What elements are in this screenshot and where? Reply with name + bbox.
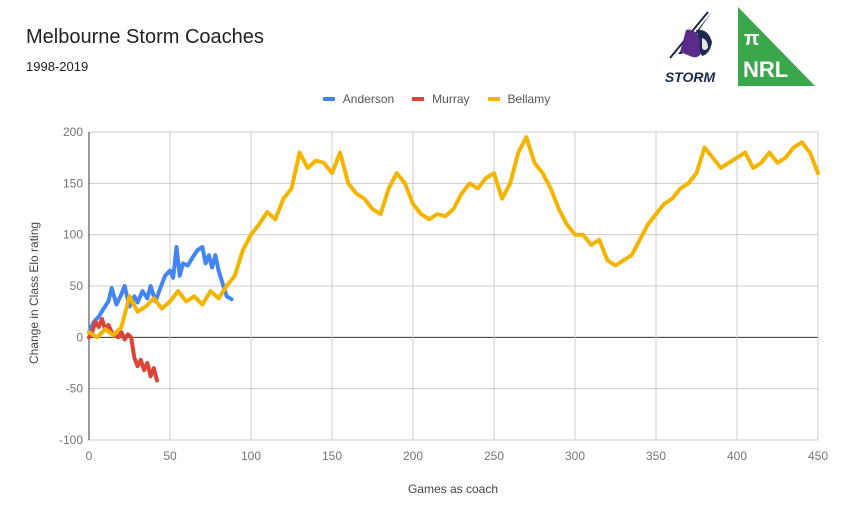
x-tick-label: 300 — [565, 449, 585, 463]
x-axis-title: Games as coach — [408, 482, 498, 496]
y-tick-label: 150 — [63, 176, 83, 190]
data-series — [87, 135, 820, 383]
x-tick-label: 350 — [646, 449, 666, 463]
y-tick-label: 0 — [76, 330, 83, 344]
legend-swatch-icon — [487, 97, 500, 101]
x-tick-label: 250 — [484, 449, 504, 463]
legend-swatch-icon — [322, 97, 335, 101]
gridlines — [88, 131, 819, 441]
x-tick-label: 450 — [808, 449, 828, 463]
legend-label: Bellamy — [507, 92, 551, 106]
series-line-anderson[interactable] — [87, 245, 234, 335]
chart-legend: Anderson Murray Bellamy — [0, 92, 845, 106]
x-tick-label: 50 — [163, 449, 177, 463]
svg-text:π: π — [744, 28, 759, 50]
series-line-murray[interactable] — [87, 316, 159, 383]
storm-emblem-icon: STORM — [665, 11, 716, 85]
x-tick-label: 100 — [241, 449, 261, 463]
legend-label: Murray — [432, 92, 470, 106]
x-tick-label: 150 — [322, 449, 342, 463]
legend-item-murray[interactable]: Murray — [412, 92, 470, 106]
legend-label: Anderson — [342, 92, 395, 106]
svg-text:STORM: STORM — [665, 69, 716, 85]
svg-text:NRL: NRL — [743, 57, 788, 82]
legend-item-bellamy[interactable]: Bellamy — [487, 92, 551, 106]
chart-title: Melbourne Storm Coaches — [26, 26, 264, 48]
series-line-bellamy[interactable] — [87, 135, 820, 340]
chart-subtitle: 1998-2019 — [26, 59, 89, 74]
y-tick-label: 100 — [63, 228, 83, 242]
x-tick-label: 400 — [727, 449, 747, 463]
x-tick-label: 200 — [403, 449, 423, 463]
y-tick-label: 200 — [63, 125, 83, 139]
pi-nrl-triangle-icon: π NRL — [738, 7, 815, 86]
x-tick-label: 0 — [86, 449, 93, 463]
y-tick-label: 50 — [70, 279, 84, 293]
legend-swatch-icon — [412, 97, 425, 101]
melbourne-storm-logo: STORM — [656, 8, 724, 88]
y-axis-title: Change in Class Elo rating — [27, 222, 41, 364]
y-tick-label: -50 — [66, 382, 84, 396]
pi-nrl-logo: π NRL — [738, 7, 815, 86]
legend-item-anderson[interactable]: Anderson — [322, 92, 395, 106]
y-tick-label: -100 — [59, 433, 83, 447]
